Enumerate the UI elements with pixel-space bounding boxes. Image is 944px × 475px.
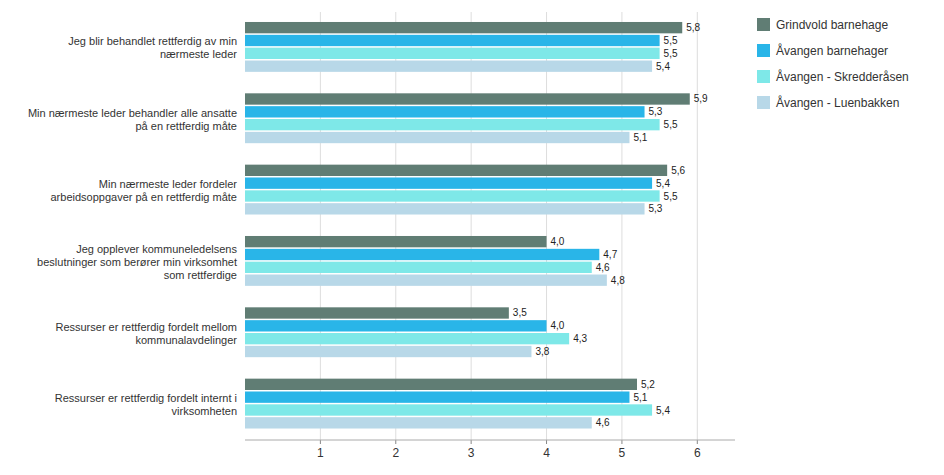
category-label-line: Min nærmeste leder fordeler: [99, 178, 238, 190]
tick-mark: [320, 440, 321, 444]
data-label: 3,8: [535, 346, 549, 357]
bar: [245, 275, 607, 286]
data-label: 4,0: [551, 236, 565, 247]
data-label: 5,3: [649, 106, 663, 117]
bar: [245, 320, 547, 331]
category-label-line: Ressurser er rettferdig fordelt internt …: [55, 392, 237, 404]
bar: [245, 119, 660, 130]
data-label: 5,1: [633, 392, 647, 403]
bar: [245, 177, 652, 188]
legend: Grindvold barnehage Åvangen barnehager Åva…: [757, 18, 909, 110]
legend-swatch: [757, 70, 770, 83]
data-labels: 5,25,15,44,63,54,04,33,84,04,74,64,85,65…: [513, 22, 708, 428]
tick-label: 4: [543, 446, 550, 460]
data-label: 4,6: [596, 262, 610, 273]
tick-label: 3: [468, 446, 475, 460]
tick-mark: [395, 440, 396, 444]
category-label-line: Jeg opplever kommuneledelsens: [76, 243, 237, 255]
data-label: 5,9: [694, 93, 708, 104]
legend-swatch: [757, 44, 770, 57]
data-label: 5,5: [664, 119, 678, 130]
category-label-line: som rettferdige: [164, 269, 237, 281]
bar: [245, 307, 509, 318]
category-label-line: arbeidsoppgaver på en rettferdig måte: [50, 191, 237, 203]
data-label: 4,3: [573, 333, 587, 344]
x-axis-line: [245, 440, 735, 441]
category-label-line: Min nærmeste leder behandler alle ansatt…: [28, 107, 237, 119]
data-label: 4,0: [551, 320, 565, 331]
tick-label: 5: [619, 446, 626, 460]
tick-label: 1: [317, 446, 324, 460]
legend-label: Åvangen - Skredderåsen: [776, 69, 909, 84]
tick-label: 6: [694, 446, 701, 460]
chart: 1234565,25,15,44,63,54,04,33,84,04,74,64…: [0, 0, 944, 475]
category-label-line: på en rettferdig måte: [135, 120, 237, 132]
category-label-line: nærmeste leder: [160, 48, 237, 60]
data-label: 5,4: [656, 178, 670, 189]
grid-line: [395, 12, 396, 440]
legend-label: Grindvold barnehage: [776, 18, 888, 32]
bars: [245, 22, 690, 429]
legend-label: Åvangen - Luenbakken: [776, 95, 899, 110]
grid-line: [697, 12, 698, 440]
bar: [245, 190, 660, 201]
tick-mark: [621, 440, 622, 444]
grid-line: [471, 12, 472, 440]
bar: [245, 93, 690, 104]
data-label: 5,5: [664, 191, 678, 202]
category-label: Ressurser er rettferdig fordelt mellomko…: [55, 321, 237, 346]
bar: [245, 262, 592, 273]
data-label: 5,4: [656, 61, 670, 72]
bar: [245, 249, 599, 260]
legend-swatch: [757, 18, 770, 31]
bar: [245, 203, 645, 214]
category-label-line: Ressurser er rettferdig fordelt mellom: [55, 321, 237, 333]
category-label-line: Jeg blir behandlet rettferdig av min: [68, 35, 237, 47]
category-label-line: virksomheten: [172, 405, 237, 417]
data-label: 5,5: [664, 48, 678, 59]
bar: [245, 106, 645, 117]
legend-swatch: [757, 96, 770, 109]
category-label: Jeg opplever kommuneledelsensbeslutninge…: [37, 243, 237, 281]
category-label: Min nærmeste leder behandler alle ansatt…: [28, 107, 237, 132]
data-label: 5,4: [656, 405, 670, 416]
bar: [245, 61, 652, 72]
bar: [245, 404, 652, 415]
data-label: 4,7: [603, 249, 617, 260]
tick-label: 2: [392, 446, 399, 460]
bar: [245, 132, 629, 143]
bar: [245, 236, 547, 247]
grid-line: [621, 12, 622, 440]
bar: [245, 391, 629, 402]
bar: [245, 346, 531, 357]
category-label: Jeg blir behandlet rettferdig av minnærm…: [68, 35, 237, 60]
data-label: 5,5: [664, 35, 678, 46]
bar: [245, 333, 569, 344]
bar: [245, 48, 660, 59]
data-label: 5,3: [649, 203, 663, 214]
category-label-line: kommunalavdelinger: [136, 334, 238, 346]
data-label: 5,1: [633, 132, 647, 143]
data-label: 5,8: [686, 22, 700, 33]
data-label: 3,5: [513, 307, 527, 318]
tick-mark: [697, 440, 698, 444]
tick-mark: [471, 440, 472, 444]
bar: [245, 35, 660, 46]
bar: [245, 417, 592, 428]
tick-mark: [546, 440, 547, 444]
category-label: Ressurser er rettferdig fordelt internt …: [55, 392, 237, 417]
grid-line: [546, 12, 547, 440]
grid: [320, 12, 697, 440]
data-label: 5,6: [671, 165, 685, 176]
category-label-line: beslutninger som berører min virksomhet: [37, 256, 237, 268]
data-label: 4,6: [596, 417, 610, 428]
data-label: 4,8: [611, 275, 625, 286]
bar: [245, 165, 667, 176]
category-label: Min nærmeste leder fordelerarbeidsoppgav…: [50, 178, 237, 203]
data-label: 5,2: [641, 379, 655, 390]
grid-line: [320, 12, 321, 440]
legend-label: Åvangen barnehager: [776, 43, 888, 58]
bar: [245, 379, 637, 390]
bar: [245, 22, 682, 33]
